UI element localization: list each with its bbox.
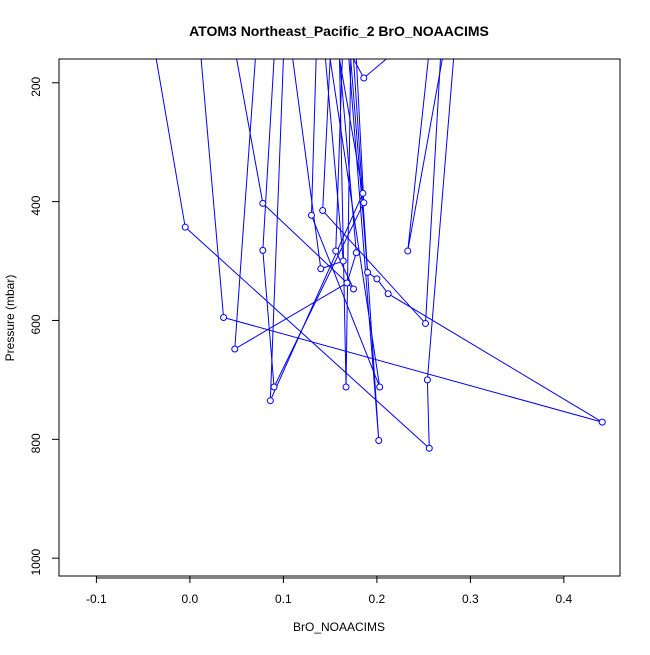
x-axis-label: BrO_NOAACIMS: [293, 620, 385, 634]
x-tick-label: 0.0: [182, 592, 199, 606]
data-point: [404, 247, 412, 255]
y-tick-label: 1000: [29, 549, 43, 576]
data-point: [181, 223, 189, 231]
data-point: [339, 257, 347, 265]
series-line-7: [292, 59, 344, 270]
data-point: [342, 383, 350, 391]
data-point: [359, 189, 367, 197]
data-point: [259, 246, 267, 254]
data-point: [317, 265, 325, 273]
y-tick-label: 600: [29, 314, 43, 334]
data-point: [352, 249, 360, 257]
data-point: [343, 279, 351, 287]
data-point: [220, 314, 228, 321]
data-point: [422, 319, 430, 327]
data-point: [270, 383, 278, 391]
data-point: [332, 247, 340, 255]
data-point: [373, 275, 381, 283]
x-tick-label: 0.3: [462, 592, 479, 606]
data-point: [364, 268, 372, 276]
data-point: [425, 444, 433, 452]
x-tick-label: 0.4: [556, 592, 573, 606]
data-point: [376, 383, 384, 391]
y-tick-label: 200: [29, 76, 43, 96]
data-point: [360, 74, 368, 82]
data-point: [375, 437, 383, 445]
x-tick-label: 0.2: [369, 592, 386, 606]
data-point: [350, 285, 358, 293]
series-line-5: [269, 59, 364, 401]
x-tick-label: -0.1: [86, 592, 107, 606]
data-point: [360, 199, 368, 207]
data-point: [259, 199, 267, 207]
data-point: [319, 207, 327, 215]
x-tick-label: 0.1: [275, 592, 292, 606]
chart-title: ATOM3 Northeast_Pacific_2 BrO_NOAACIMS: [189, 23, 489, 39]
data-point: [423, 376, 431, 384]
data-point: [598, 418, 606, 426]
series-line-6: [310, 59, 381, 388]
y-tick-label: 800: [29, 433, 43, 453]
data-point: [307, 211, 315, 219]
y-tick-label: 400: [29, 195, 43, 215]
data-point: [231, 345, 239, 353]
series-line-8: [322, 59, 441, 325]
data-point: [384, 290, 392, 298]
data-point: [266, 397, 274, 405]
y-axis-label: Pressure (mbar): [3, 275, 17, 362]
